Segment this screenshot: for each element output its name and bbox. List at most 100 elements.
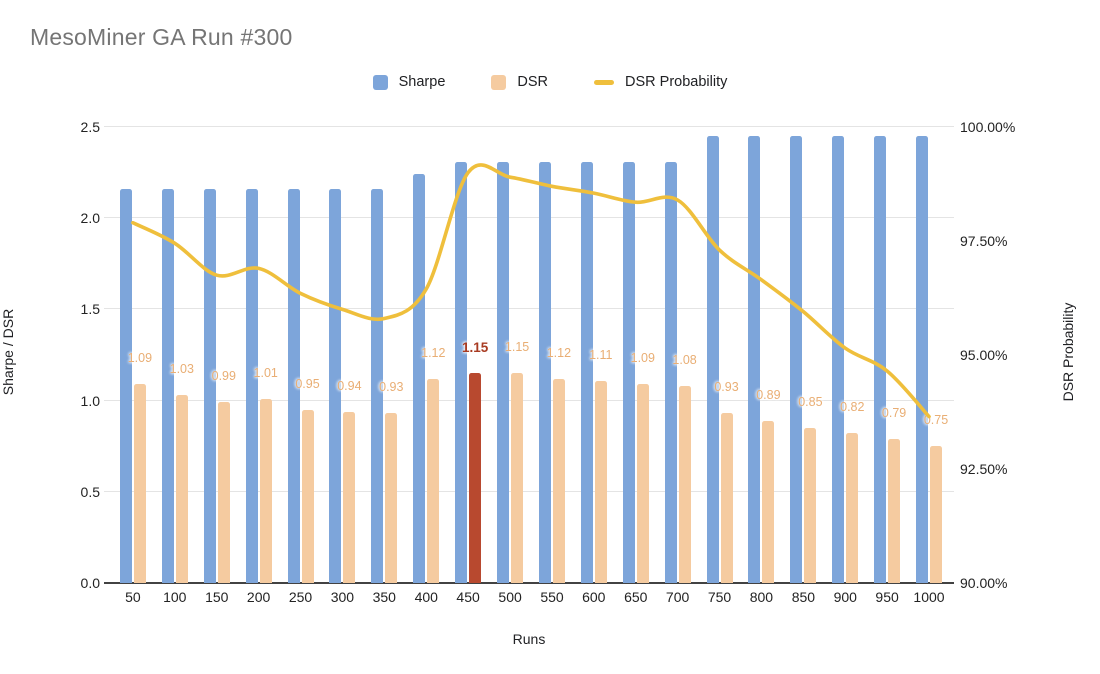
sharpe-bar-550[interactable] [538, 161, 551, 583]
dsr-bar-1000[interactable] [930, 446, 942, 583]
dsr-data-label: 1.15 [461, 340, 489, 356]
dsr-bar-600[interactable] [594, 380, 607, 583]
dsr-bar-highlighted-450[interactable] [469, 373, 482, 583]
sharpe-bar-50[interactable] [119, 189, 132, 583]
legend-item-dsr-probability[interactable]: DSR Probability [594, 74, 727, 90]
dsr-bar-500[interactable] [511, 373, 524, 583]
x-axis-tick: 450 [456, 589, 480, 605]
left-axis-tick: 2.0 [80, 210, 100, 227]
x-axis-tick: 800 [749, 589, 774, 605]
legend-item-sharpe[interactable]: Sharpe [372, 74, 446, 90]
sharpe-swatch-icon [372, 74, 388, 90]
x-axis-tick: 1000 [913, 589, 945, 605]
dsr-data-label: 1.03 [169, 362, 194, 377]
sharpe-bar-800[interactable] [748, 136, 761, 583]
gridline [104, 582, 954, 584]
dsr-bar-50[interactable] [133, 384, 146, 583]
left-axis-tick: 2.5 [80, 119, 100, 135]
left-axis-tick: 0.5 [80, 483, 100, 500]
sharpe-bar-450[interactable] [455, 161, 468, 583]
x-axis-tick: 200 [246, 589, 271, 605]
dsr-bar-700[interactable] [678, 386, 691, 583]
dsr-bar-400[interactable] [427, 378, 440, 583]
legend-label-sharpe: Sharpe [398, 74, 446, 90]
dsr-swatch-icon [491, 74, 507, 90]
sharpe-bar-600[interactable] [580, 161, 593, 583]
legend-label-dsr: DSR [517, 74, 549, 90]
sharpe-bar-650[interactable] [622, 161, 635, 583]
left-axis-tick: 0.0 [80, 575, 100, 591]
dsr-data-label: 1.09 [630, 351, 655, 366]
y-axis-title-left: Sharpe / DSR [0, 308, 16, 396]
dsr-probability-swatch-icon [594, 79, 615, 85]
dsr-data-label: 0.94 [337, 378, 362, 393]
right-axis-tick: 90.00% [960, 575, 1008, 591]
x-axis-tick: 500 [498, 589, 522, 605]
x-axis-tick: 150 [205, 589, 229, 605]
x-axis-tick: 50 [125, 589, 141, 605]
dsr-data-label: 0.99 [211, 369, 236, 384]
dsr-bar-350[interactable] [385, 413, 398, 583]
legend: Sharpe DSR DSR Probability [0, 74, 1100, 90]
dsr-bar-850[interactable] [804, 428, 817, 583]
dsr-bar-300[interactable] [343, 411, 356, 583]
sharpe-bar-200[interactable] [245, 189, 258, 583]
dsr-bar-900[interactable] [846, 433, 859, 583]
sharpe-bar-150[interactable] [203, 189, 216, 583]
sharpe-bar-900[interactable] [832, 136, 845, 583]
dsr-bar-550[interactable] [552, 378, 565, 583]
gridline [104, 126, 954, 127]
sharpe-bar-500[interactable] [497, 161, 510, 583]
dsr-probability-path [131, 163, 931, 419]
right-axis-tick: 95.00% [960, 347, 1008, 363]
right-axis-tick: 100.00% [960, 119, 1016, 135]
dsr-bar-150[interactable] [217, 402, 230, 583]
legend-item-dsr[interactable]: DSR [491, 74, 548, 90]
x-axis-tick: 900 [833, 589, 857, 605]
dsr-data-label: 0.93 [714, 380, 739, 395]
sharpe-bar-850[interactable] [790, 136, 803, 583]
chart-title: MesoMiner GA Run #300 [30, 24, 293, 50]
gridline [104, 217, 954, 219]
sharpe-bar-400[interactable] [413, 174, 426, 583]
dsr-data-label: 0.89 [756, 387, 781, 402]
legend-label-dsr-probability: DSR Probability [625, 74, 728, 90]
dsr-data-label: 0.95 [295, 376, 320, 391]
dsr-data-label: 1.12 [421, 345, 446, 360]
sharpe-bar-950[interactable] [874, 136, 887, 583]
dsr-data-label: 1.09 [127, 351, 153, 366]
dsr-probability-line [131, 163, 931, 419]
dsr-bar-650[interactable] [636, 384, 649, 583]
right-axis-tick: 92.50% [960, 461, 1008, 477]
dsr-bar-100[interactable] [175, 395, 188, 583]
dsr-data-label: 1.11 [589, 347, 613, 362]
x-axis-tick: 100 [163, 589, 187, 605]
y-axis-title-right: DSR Probability [1060, 302, 1076, 402]
sharpe-bar-100[interactable] [161, 189, 174, 583]
sharpe-bar-1000[interactable] [916, 136, 928, 583]
dsr-data-label: 1.15 [504, 340, 530, 355]
x-axis-title: Runs [512, 631, 546, 647]
gridline [104, 399, 954, 401]
gridline [104, 308, 954, 310]
dsr-data-label: 1.12 [546, 345, 572, 360]
dsr-bar-800[interactable] [762, 420, 775, 583]
x-axis-tick: 950 [875, 589, 899, 605]
dsr-data-label: 1.01 [253, 365, 278, 380]
plot-area: 1.09 1.03 0.99 1.01 0.95 0.94 0.93 1.12 1.15 1.15… [104, 126, 954, 584]
x-axis-tick: 300 [330, 589, 355, 605]
x-axis-tick: 850 [791, 589, 816, 605]
dsr-data-label: 0.82 [840, 400, 865, 415]
dsr-bar-250[interactable] [301, 409, 314, 583]
sharpe-bar-350[interactable] [371, 189, 384, 583]
sharpe-bar-300[interactable] [329, 189, 342, 583]
sharpe-bar-700[interactable] [664, 161, 677, 583]
dsr-bar-200[interactable] [259, 398, 272, 583]
dsr-bar-950[interactable] [888, 438, 901, 583]
dsr-bar-750[interactable] [720, 413, 733, 583]
dsr-data-label: 0.85 [798, 395, 823, 409]
x-axis-tick: 400 [414, 589, 438, 605]
x-axis-tick: 600 [582, 589, 606, 605]
right-axis-tick: 97.50% [960, 233, 1008, 249]
